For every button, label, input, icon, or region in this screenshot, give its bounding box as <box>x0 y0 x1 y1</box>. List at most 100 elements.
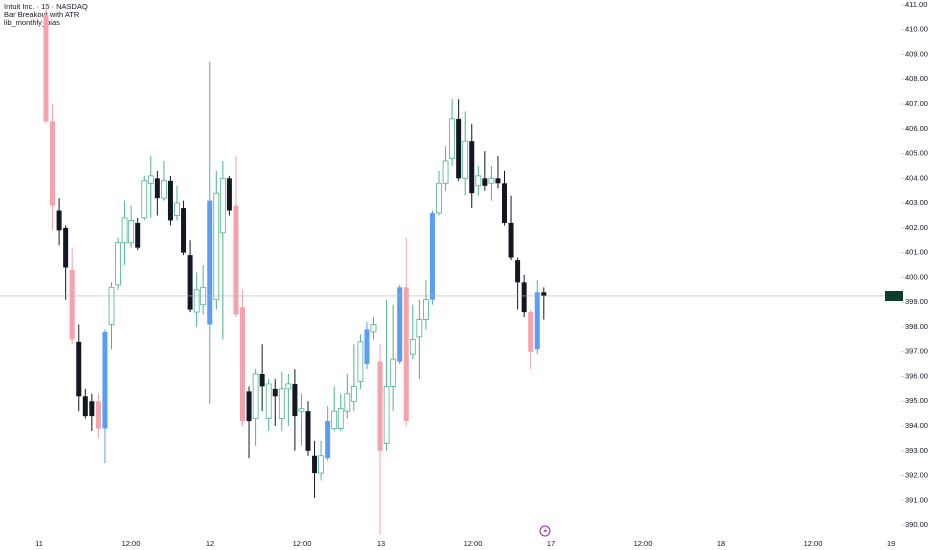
candle-body <box>364 329 370 365</box>
candle-body <box>160 180 167 199</box>
candle-body <box>357 341 364 382</box>
candle-body <box>135 222 141 248</box>
candle-body <box>312 455 318 474</box>
candle-body <box>508 222 514 258</box>
y-tick-label: 394.00 <box>905 421 928 430</box>
candle-body <box>482 178 488 186</box>
candle-body <box>541 292 547 296</box>
candle-body <box>76 341 82 397</box>
y-tick-label: 391.00 <box>905 495 928 504</box>
candle-body <box>207 200 213 325</box>
candle-body <box>233 205 239 315</box>
y-tick-label: 409.00 <box>905 49 928 58</box>
candle-body <box>495 178 501 184</box>
y-tick-label: 396.00 <box>905 371 928 380</box>
x-tick-label: 11 <box>35 539 43 548</box>
candle-body <box>475 175 482 187</box>
candle-body <box>292 383 298 417</box>
candle-body <box>193 289 200 313</box>
candle-body <box>521 282 527 313</box>
candle-body <box>259 374 265 387</box>
indicator-label: Bar Breakout with ATR <box>4 10 80 19</box>
candle-body <box>488 177 495 184</box>
candle-body <box>167 180 173 221</box>
y-tick-label: 407.00 <box>905 99 928 108</box>
candle-body <box>63 227 69 268</box>
x-tick-label: 19 <box>887 539 895 548</box>
candle-body <box>102 331 108 429</box>
candle-body <box>147 175 154 184</box>
candle-body <box>502 183 507 223</box>
candle-body <box>278 388 285 419</box>
y-tick-label: 408.00 <box>905 74 928 83</box>
event-icon[interactable] <box>539 525 551 537</box>
y-tick-label: 404.00 <box>905 173 928 182</box>
candle-body <box>89 401 95 417</box>
candle-body <box>403 287 409 422</box>
x-tick-label: 12:00 <box>122 539 141 548</box>
y-tick-label: 393.00 <box>905 446 928 455</box>
candle-body <box>115 242 121 286</box>
x-tick-label: 18 <box>717 539 725 548</box>
y-tick-label: 400.00 <box>905 272 928 281</box>
y-tick-label: 405.00 <box>905 149 928 158</box>
y-tick-label: 397.00 <box>905 347 928 356</box>
candle-body <box>154 178 160 199</box>
candle-body <box>252 373 259 419</box>
x-tick-label: 17 <box>547 539 555 548</box>
y-tick-label: 406.00 <box>905 124 928 133</box>
candle-body <box>128 220 135 244</box>
candle-body <box>528 312 534 352</box>
candle-body <box>272 388 278 397</box>
candle-body <box>350 385 357 402</box>
candle-body <box>298 408 305 412</box>
candle-body <box>469 141 475 194</box>
candle-body <box>534 292 540 350</box>
candle-body <box>56 210 62 231</box>
candle-body <box>397 287 403 362</box>
candle-body <box>285 383 292 390</box>
candle-body <box>43 14 49 122</box>
candle-body <box>240 307 245 422</box>
x-tick-label: 12:00 <box>804 539 823 548</box>
price-label-box <box>885 290 903 301</box>
candle-body <box>108 286 115 325</box>
candle-body <box>442 160 449 184</box>
candle-body <box>246 391 252 422</box>
candle-body <box>318 455 325 474</box>
x-tick-label: 12 <box>206 539 214 548</box>
candle-body <box>141 180 148 219</box>
y-tick-label: 401.00 <box>905 248 928 257</box>
indicator-label: lib_monthly_bias <box>4 18 60 27</box>
candle-body <box>265 383 272 419</box>
candle-body <box>82 396 88 417</box>
x-tick-label: 13 <box>377 539 385 548</box>
candle-body <box>213 192 220 301</box>
candle-body <box>50 121 56 206</box>
candle-body <box>436 182 442 214</box>
candle-body <box>409 338 416 355</box>
candle-body <box>305 411 311 451</box>
y-tick-label: 390.00 <box>905 520 928 529</box>
candle-body <box>383 385 390 444</box>
y-tick-label: 410.00 <box>905 25 928 34</box>
candle-body <box>515 260 521 283</box>
x-tick-label: 12:00 <box>464 539 483 548</box>
candle-body <box>416 319 423 338</box>
candle-body <box>429 213 435 300</box>
y-tick-label: 411.00 <box>905 0 927 9</box>
event-icon-bolt <box>543 527 547 535</box>
candle-body <box>325 421 331 459</box>
candle-body <box>422 299 429 320</box>
candle-body <box>95 401 101 429</box>
x-tick-label: 12:00 <box>293 539 312 548</box>
y-tick-label: 395.00 <box>905 396 928 405</box>
y-tick-label: 399.00 <box>905 297 928 306</box>
candle-body <box>377 361 383 451</box>
candle-body <box>331 410 338 429</box>
candle-body <box>187 255 193 310</box>
candle-body <box>344 393 351 412</box>
candle-body <box>219 177 226 234</box>
